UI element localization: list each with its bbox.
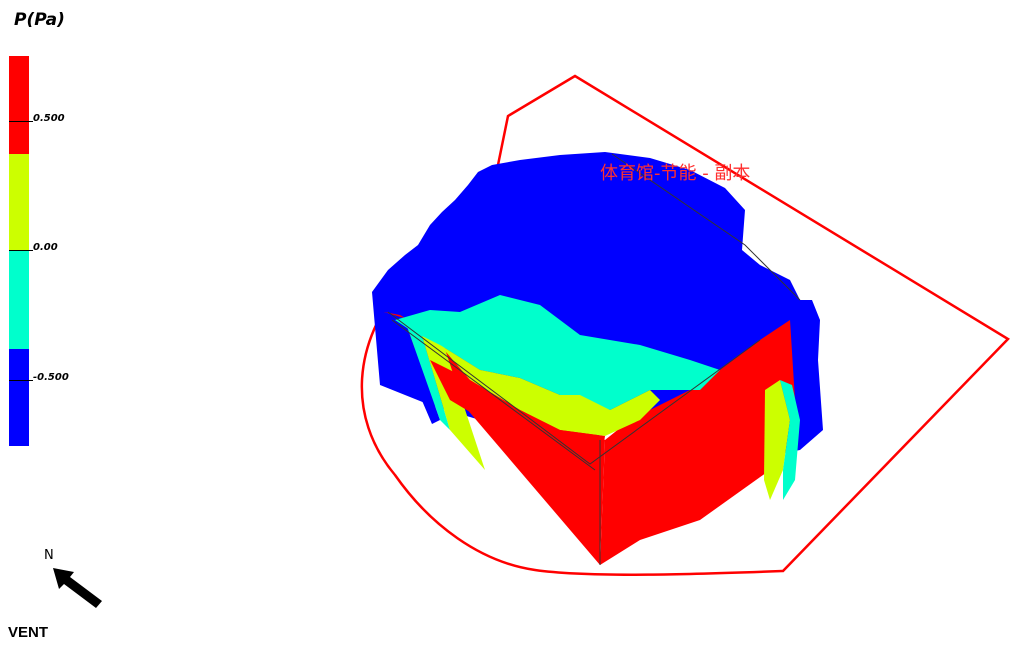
legend-label-zero: 0.00 [33,242,58,253]
roof-band-mid-low [395,295,720,410]
legend-label-high: 0.500 [33,113,65,124]
model-edge-line [387,311,761,465]
east-band-mid-high [764,380,790,500]
legend-swatch-mid-low [9,251,29,349]
legend-tick [9,380,33,381]
legend-title: P(Pa) [14,10,65,30]
model-edge-line [611,153,801,301]
south-wall [600,320,795,565]
legend-swatch-mid-high [9,153,29,251]
vent-label: VENT [8,624,49,641]
site-boundary [360,74,1010,576]
north-arrow-icon [53,568,102,608]
legend-label-low: -0.500 [33,372,69,383]
model-title: 体育馆-节能 - 副本 [600,163,751,184]
model-edge-line [391,319,596,471]
west-wall-band-mid-low [404,318,450,430]
legend-swatch-low [9,348,29,446]
legend-color-bar [9,56,29,446]
north-label: N [44,548,54,563]
legend-swatch-high [9,56,29,154]
legend-tick [9,250,33,251]
east-band-mid-low [780,380,800,500]
roof-band-mid-high [440,345,660,436]
legend-tick [9,121,33,122]
west-wall-band-low [384,312,440,424]
